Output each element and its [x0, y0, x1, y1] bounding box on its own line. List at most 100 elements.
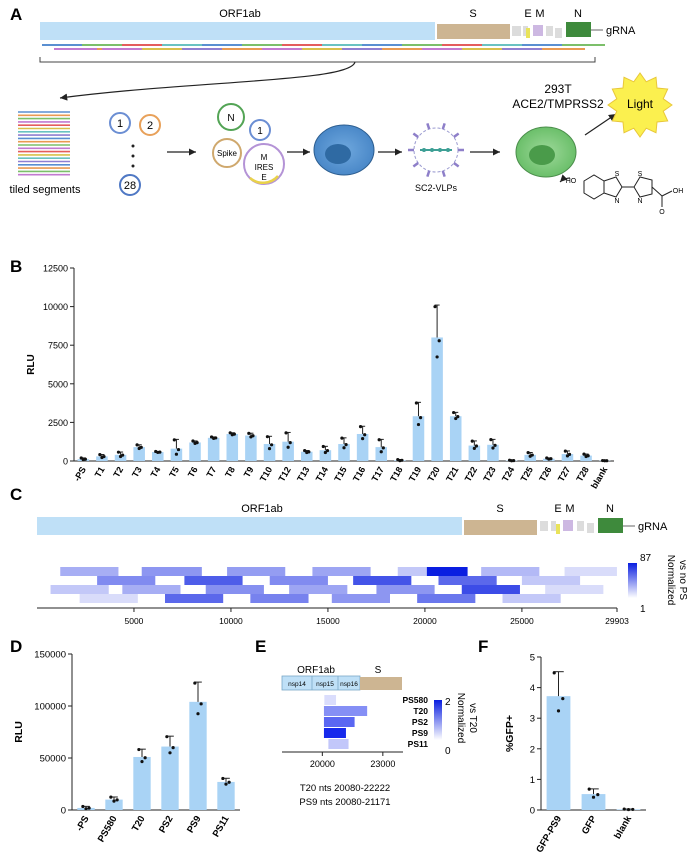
replicate-point — [284, 431, 287, 434]
colorscale-c — [628, 563, 637, 598]
heatmap-cell — [270, 576, 328, 585]
category-label: -PS — [72, 465, 88, 483]
s-block — [464, 520, 537, 535]
e-label: E — [554, 503, 561, 515]
genome-map-c: ORF1ab S E M N gRNA — [37, 503, 668, 535]
replicate-point — [512, 459, 515, 462]
replicate-point — [168, 751, 171, 754]
n-plasmid-label: N — [227, 113, 234, 124]
replicate-point — [224, 783, 227, 786]
light-label: Light — [627, 97, 654, 111]
scale-max-c: 87 — [640, 553, 652, 564]
accessory-block — [551, 521, 556, 531]
n-block — [566, 22, 591, 37]
category-label: -PS — [74, 814, 91, 833]
bar-t7 — [208, 438, 220, 461]
category-label: PS2 — [157, 814, 176, 835]
replicate-point — [380, 450, 383, 453]
heatmap-cell — [376, 585, 434, 594]
orf1ab-label: ORF1ab — [219, 8, 261, 20]
x-tick-label: 20000 — [310, 759, 335, 769]
bar-t6 — [189, 442, 201, 461]
bracket — [40, 57, 595, 62]
replicate-point — [433, 305, 436, 308]
heatmap-cell — [289, 585, 347, 594]
category-label: T6 — [186, 465, 200, 479]
heatmap-cell — [522, 576, 580, 585]
bar-t9 — [245, 436, 257, 461]
y-axis-label: %GFP+ — [504, 715, 516, 752]
replicate-point — [196, 712, 199, 715]
heatmap-row-ps2 — [324, 717, 355, 727]
y-tick-label: 5 — [530, 653, 535, 664]
replicate-point — [363, 433, 366, 436]
bar-t10 — [264, 444, 276, 461]
category-label: T1 — [93, 465, 107, 479]
replicate-point — [140, 446, 143, 449]
receiver-nucleus — [529, 145, 555, 165]
heatmap-cell — [545, 585, 603, 594]
category-label: blank — [589, 464, 610, 490]
ho-label: HO — [566, 178, 577, 185]
replicate-point — [287, 446, 290, 449]
replicate-point — [452, 411, 455, 414]
heatmap-cell — [398, 567, 427, 576]
scale-min-e: 0 — [445, 746, 451, 757]
replicate-point — [531, 453, 534, 456]
category-label: blank — [612, 813, 634, 841]
scale-title-e-1: Normalized — [455, 693, 466, 744]
replicate-point — [200, 702, 203, 705]
replicate-point — [251, 434, 254, 437]
heatmap-cell — [184, 576, 242, 585]
accessory-block — [577, 521, 584, 531]
nsp16-label: nsp16 — [340, 681, 358, 688]
vlp-spike — [454, 134, 459, 138]
y-tick-label: 2 — [530, 744, 535, 755]
x-tick-label: 5000 — [125, 616, 144, 626]
y-tick-label: 150000 — [34, 650, 66, 661]
y-tick-label: 5000 — [48, 379, 68, 389]
replicate-point — [340, 437, 343, 440]
replicate-point — [98, 453, 101, 456]
tiled-segment-lines — [42, 45, 605, 49]
y-tick-label: 0 — [63, 457, 68, 467]
heatmap-cell — [503, 594, 561, 603]
heatmap-row-t20 — [324, 706, 367, 716]
s-label: S — [469, 8, 476, 20]
x-tick-label: 20000 — [413, 616, 437, 626]
bar-t12 — [282, 442, 294, 461]
replicate-point — [493, 444, 496, 447]
row-label: PS2 — [412, 717, 428, 727]
s-block-e — [360, 677, 402, 690]
e-block — [526, 28, 530, 38]
category-label: T19 — [407, 465, 423, 483]
vlp-spike — [427, 171, 429, 177]
n-atom-1: N — [614, 198, 619, 205]
replicate-point — [436, 355, 439, 358]
y-tick-label: 0 — [530, 806, 535, 817]
x-tick-label: 15000 — [316, 616, 340, 626]
vlp-spike — [443, 171, 445, 177]
category-label: T25 — [519, 465, 535, 483]
vlp-spike — [427, 123, 429, 129]
replicate-point — [419, 416, 422, 419]
category-label: T28 — [574, 465, 590, 483]
replicate-point — [102, 455, 105, 458]
heatmap-row-ps580 — [324, 695, 336, 705]
x-tick-label: 23000 — [370, 759, 395, 769]
x-tick-label: 29903 — [605, 616, 629, 626]
grna-label: gRNA — [638, 521, 668, 533]
heatmap-cell — [165, 594, 223, 603]
category-label: T9 — [242, 465, 256, 479]
replicate-point — [489, 438, 492, 441]
n-label: N — [574, 8, 582, 20]
replicate-point — [289, 441, 292, 444]
ring-ires-label: IRES — [255, 163, 274, 172]
y-tick-label: 4 — [530, 683, 535, 694]
replicate-point — [527, 451, 530, 454]
category-label: T20 — [130, 814, 148, 834]
replicate-point — [172, 746, 175, 749]
replicate-point — [140, 760, 143, 763]
heatmap-cell — [427, 567, 468, 576]
